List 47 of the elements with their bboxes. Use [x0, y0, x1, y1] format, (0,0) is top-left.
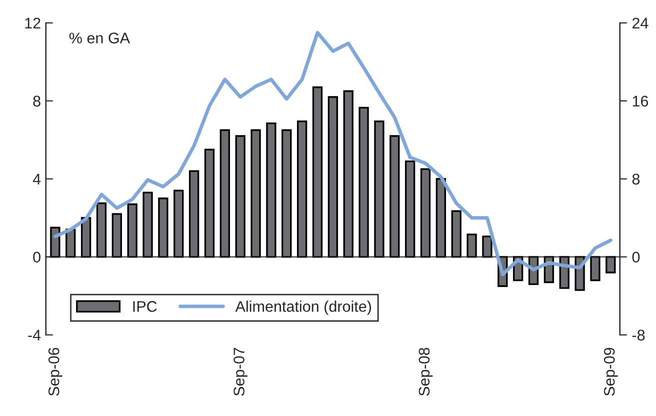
- y2-tick-label: -8: [632, 330, 645, 341]
- bar: [220, 129, 230, 258]
- bar: [451, 210, 462, 258]
- legend-label: Alimentation (droite): [235, 300, 372, 315]
- legend-label: IPC: [133, 301, 157, 312]
- bar: [358, 106, 369, 258]
- bar: [127, 203, 138, 258]
- bar: [266, 122, 276, 258]
- x-tick-label: Sep-09: [604, 348, 618, 396]
- bar: [312, 86, 323, 258]
- y2-tick-label: 8: [632, 174, 640, 185]
- bar: [420, 168, 431, 258]
- bar: [606, 256, 616, 274]
- bar: [204, 148, 215, 258]
- bar: [328, 96, 338, 258]
- bar: [142, 192, 153, 258]
- x-tick-label: Sep-07: [234, 348, 248, 396]
- line-series: [53, 30, 612, 276]
- bar: [404, 160, 416, 258]
- bar: [96, 202, 107, 258]
- bar: [374, 120, 384, 258]
- bar: [235, 135, 246, 258]
- y-tick-label: 4: [32, 174, 41, 184]
- x-tick-label: Sep-08: [418, 348, 433, 396]
- bar: [50, 226, 60, 258]
- y2-tick-label: 16: [632, 96, 648, 107]
- bar: [296, 120, 308, 258]
- y2-tick-label: 24: [632, 18, 648, 28]
- y2-tick-label: 0: [632, 252, 640, 263]
- annotation: % en GA: [69, 32, 130, 44]
- bar: [466, 234, 477, 258]
- bar: [590, 256, 600, 282]
- y-tick-label: 0: [33, 252, 40, 263]
- y-tick-label: -4: [28, 330, 41, 340]
- bar: [174, 190, 184, 258]
- bar: [282, 129, 292, 258]
- bar: [390, 135, 400, 258]
- y-tick-label: 8: [33, 96, 40, 107]
- bar: [436, 178, 446, 258]
- bar: [482, 236, 492, 258]
- x-tick-label: Sep-06: [48, 348, 62, 396]
- bar: [250, 129, 261, 258]
- bar: [188, 170, 200, 258]
- bar: [112, 213, 122, 258]
- bar: [158, 198, 168, 258]
- bar: [343, 90, 354, 258]
- y-tick-label: 12: [25, 18, 40, 28]
